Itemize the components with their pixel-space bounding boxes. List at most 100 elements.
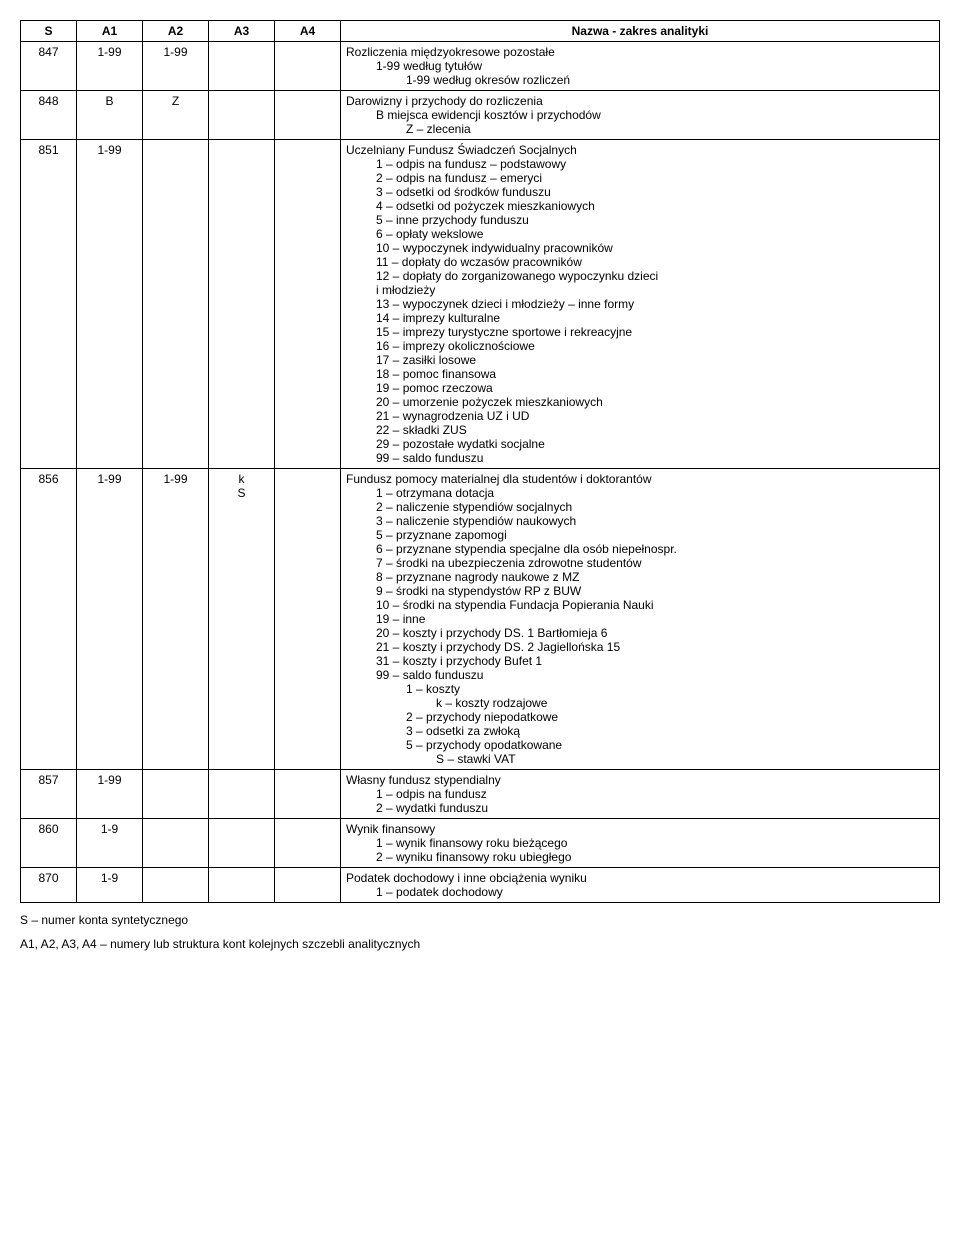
desc-line: 20 – umorzenie pożyczek mieszkaniowych bbox=[346, 395, 934, 409]
table-row: 8601-9 Wynik finansowy1 – wynik finansowy… bbox=[21, 819, 940, 868]
footnote-s: S – numer konta syntetycznego bbox=[20, 913, 940, 927]
desc-line: 18 – pomoc finansowa bbox=[346, 367, 934, 381]
table-row: 8561-991-99k SFundusz pomocy materialnej… bbox=[21, 469, 940, 770]
cell-a3 bbox=[209, 140, 275, 469]
desc-line: 29 – pozostałe wydatki socjalne bbox=[346, 437, 934, 451]
desc-line: 16 – imprezy okolicznościowe bbox=[346, 339, 934, 353]
desc-line: 2 – przychody niepodatkowe bbox=[346, 710, 934, 724]
cell-a2 bbox=[143, 770, 209, 819]
header-a2: A2 bbox=[143, 21, 209, 42]
cell-desc: Darowizny i przychody do rozliczeniaB mi… bbox=[341, 91, 940, 140]
desc-line: 1 – podatek dochodowy bbox=[346, 885, 934, 899]
desc-line: 7 – środki na ubezpieczenia zdrowotne st… bbox=[346, 556, 934, 570]
desc-line: Rozliczenia międzyokresowe pozostałe bbox=[346, 45, 934, 59]
desc-line: 8 – przyznane nagrody naukowe z MZ bbox=[346, 570, 934, 584]
cell-desc: Wynik finansowy1 – wynik finansowy roku … bbox=[341, 819, 940, 868]
desc-line: 19 – inne bbox=[346, 612, 934, 626]
desc-line: k – koszty rodzajowe bbox=[346, 696, 934, 710]
cell-a4 bbox=[275, 819, 341, 868]
cell-desc: Własny fundusz stypendialny1 – odpis na … bbox=[341, 770, 940, 819]
table-row: 8511-99 Uczelniany Fundusz Świadczeń Socj… bbox=[21, 140, 940, 469]
desc-line: 5 – przychody opodatkowane bbox=[346, 738, 934, 752]
cell-a4 bbox=[275, 469, 341, 770]
cell-a1: 1-99 bbox=[77, 469, 143, 770]
desc-line: 3 – odsetki od środków funduszu bbox=[346, 185, 934, 199]
desc-line: 17 – zasiłki losowe bbox=[346, 353, 934, 367]
desc-line: S – stawki VAT bbox=[346, 752, 934, 766]
desc-line: 20 – koszty i przychody DS. 1 Bartłomiej… bbox=[346, 626, 934, 640]
header-desc: Nazwa - zakres analityki bbox=[341, 21, 940, 42]
desc-line: 21 – koszty i przychody DS. 2 Jagiellońs… bbox=[346, 640, 934, 654]
desc-line: Wynik finansowy bbox=[346, 822, 934, 836]
cell-desc: Uczelniany Fundusz Świadczeń Socjalnych1… bbox=[341, 140, 940, 469]
accounts-table: S A1 A2 A3 A4 Nazwa - zakres analityki 8… bbox=[20, 20, 940, 903]
cell-a4 bbox=[275, 140, 341, 469]
desc-line: i młodzieży bbox=[346, 283, 934, 297]
desc-line: 1-99 według okresów rozliczeń bbox=[346, 73, 934, 87]
footnote-a: A1, A2, A3, A4 – numery lub struktura ko… bbox=[20, 937, 940, 951]
table-header-row: S A1 A2 A3 A4 Nazwa - zakres analityki bbox=[21, 21, 940, 42]
desc-line: 19 – pomoc rzeczowa bbox=[346, 381, 934, 395]
desc-line: 22 – składki ZUS bbox=[346, 423, 934, 437]
cell-a4 bbox=[275, 770, 341, 819]
header-a4: A4 bbox=[275, 21, 341, 42]
desc-line: 4 – odsetki od pożyczek mieszkaniowych bbox=[346, 199, 934, 213]
cell-a4 bbox=[275, 42, 341, 91]
desc-line: 99 – saldo funduszu bbox=[346, 668, 934, 682]
cell-a1: 1-9 bbox=[77, 819, 143, 868]
desc-line: 2 – wyniku finansowy roku ubiegłego bbox=[346, 850, 934, 864]
desc-line: 5 – przyznane zapomogi bbox=[346, 528, 934, 542]
cell-a1: 1-99 bbox=[77, 140, 143, 469]
cell-a3 bbox=[209, 819, 275, 868]
cell-a3 bbox=[209, 91, 275, 140]
cell-a2 bbox=[143, 819, 209, 868]
cell-a1: B bbox=[77, 91, 143, 140]
desc-line: 10 – środki na stypendia Fundacja Popier… bbox=[346, 598, 934, 612]
desc-line: 1 – otrzymana dotacja bbox=[346, 486, 934, 500]
cell-a3 bbox=[209, 868, 275, 903]
desc-line: Własny fundusz stypendialny bbox=[346, 773, 934, 787]
cell-a2 bbox=[143, 140, 209, 469]
cell-desc: Rozliczenia międzyokresowe pozostałe 1-99… bbox=[341, 42, 940, 91]
desc-line: Z – zlecenia bbox=[346, 122, 934, 136]
header-a3: A3 bbox=[209, 21, 275, 42]
desc-line: 31 – koszty i przychody Bufet 1 bbox=[346, 654, 934, 668]
cell-s: 870 bbox=[21, 868, 77, 903]
cell-a3: k S bbox=[209, 469, 275, 770]
cell-a2: Z bbox=[143, 91, 209, 140]
desc-line: 1 – koszty bbox=[346, 682, 934, 696]
table-body: 8471-991-99Rozliczenia międzyokresowe po… bbox=[21, 42, 940, 903]
desc-line: 2 – wydatki funduszu bbox=[346, 801, 934, 815]
cell-a1: 1-99 bbox=[77, 42, 143, 91]
cell-a4 bbox=[275, 868, 341, 903]
cell-desc: Podatek dochodowy i inne obciążenia wyni… bbox=[341, 868, 940, 903]
cell-a1: 1-9 bbox=[77, 868, 143, 903]
desc-line: 5 – inne przychody funduszu bbox=[346, 213, 934, 227]
cell-s: 857 bbox=[21, 770, 77, 819]
cell-a3 bbox=[209, 770, 275, 819]
desc-line: 1 – odpis na fundusz – podstawowy bbox=[346, 157, 934, 171]
desc-line: Darowizny i przychody do rozliczenia bbox=[346, 94, 934, 108]
table-row: 8571-99Własny fundusz stypendialny1 – od… bbox=[21, 770, 940, 819]
cell-s: 851 bbox=[21, 140, 77, 469]
desc-line: 6 – przyznane stypendia specjalne dla os… bbox=[346, 542, 934, 556]
table-row: 8701-9 Podatek dochodowy i inne obciążeni… bbox=[21, 868, 940, 903]
desc-line: 1 – odpis na fundusz bbox=[346, 787, 934, 801]
desc-line: Podatek dochodowy i inne obciążenia wyni… bbox=[346, 871, 934, 885]
cell-s: 860 bbox=[21, 819, 77, 868]
cell-desc: Fundusz pomocy materialnej dla studentów… bbox=[341, 469, 940, 770]
table-row: 848BZ Darowizny i przychody do rozliczeni… bbox=[21, 91, 940, 140]
desc-line: 3 – naliczenie stypendiów naukowych bbox=[346, 514, 934, 528]
desc-line: 12 – dopłaty do zorganizowanego wypoczyn… bbox=[346, 269, 934, 283]
desc-line: 3 – odsetki za zwłoką bbox=[346, 724, 934, 738]
cell-a2: 1-99 bbox=[143, 469, 209, 770]
desc-line: 14 – imprezy kulturalne bbox=[346, 311, 934, 325]
cell-a4 bbox=[275, 91, 341, 140]
table-row: 8471-991-99Rozliczenia międzyokresowe po… bbox=[21, 42, 940, 91]
desc-line: 1 – wynik finansowy roku bieżącego bbox=[346, 836, 934, 850]
desc-line: 6 – opłaty wekslowe bbox=[346, 227, 934, 241]
cell-s: 848 bbox=[21, 91, 77, 140]
desc-line: 2 – naliczenie stypendiów socjalnych bbox=[346, 500, 934, 514]
desc-line: 10 – wypoczynek indywidualny pracowników bbox=[346, 241, 934, 255]
cell-a2: 1-99 bbox=[143, 42, 209, 91]
